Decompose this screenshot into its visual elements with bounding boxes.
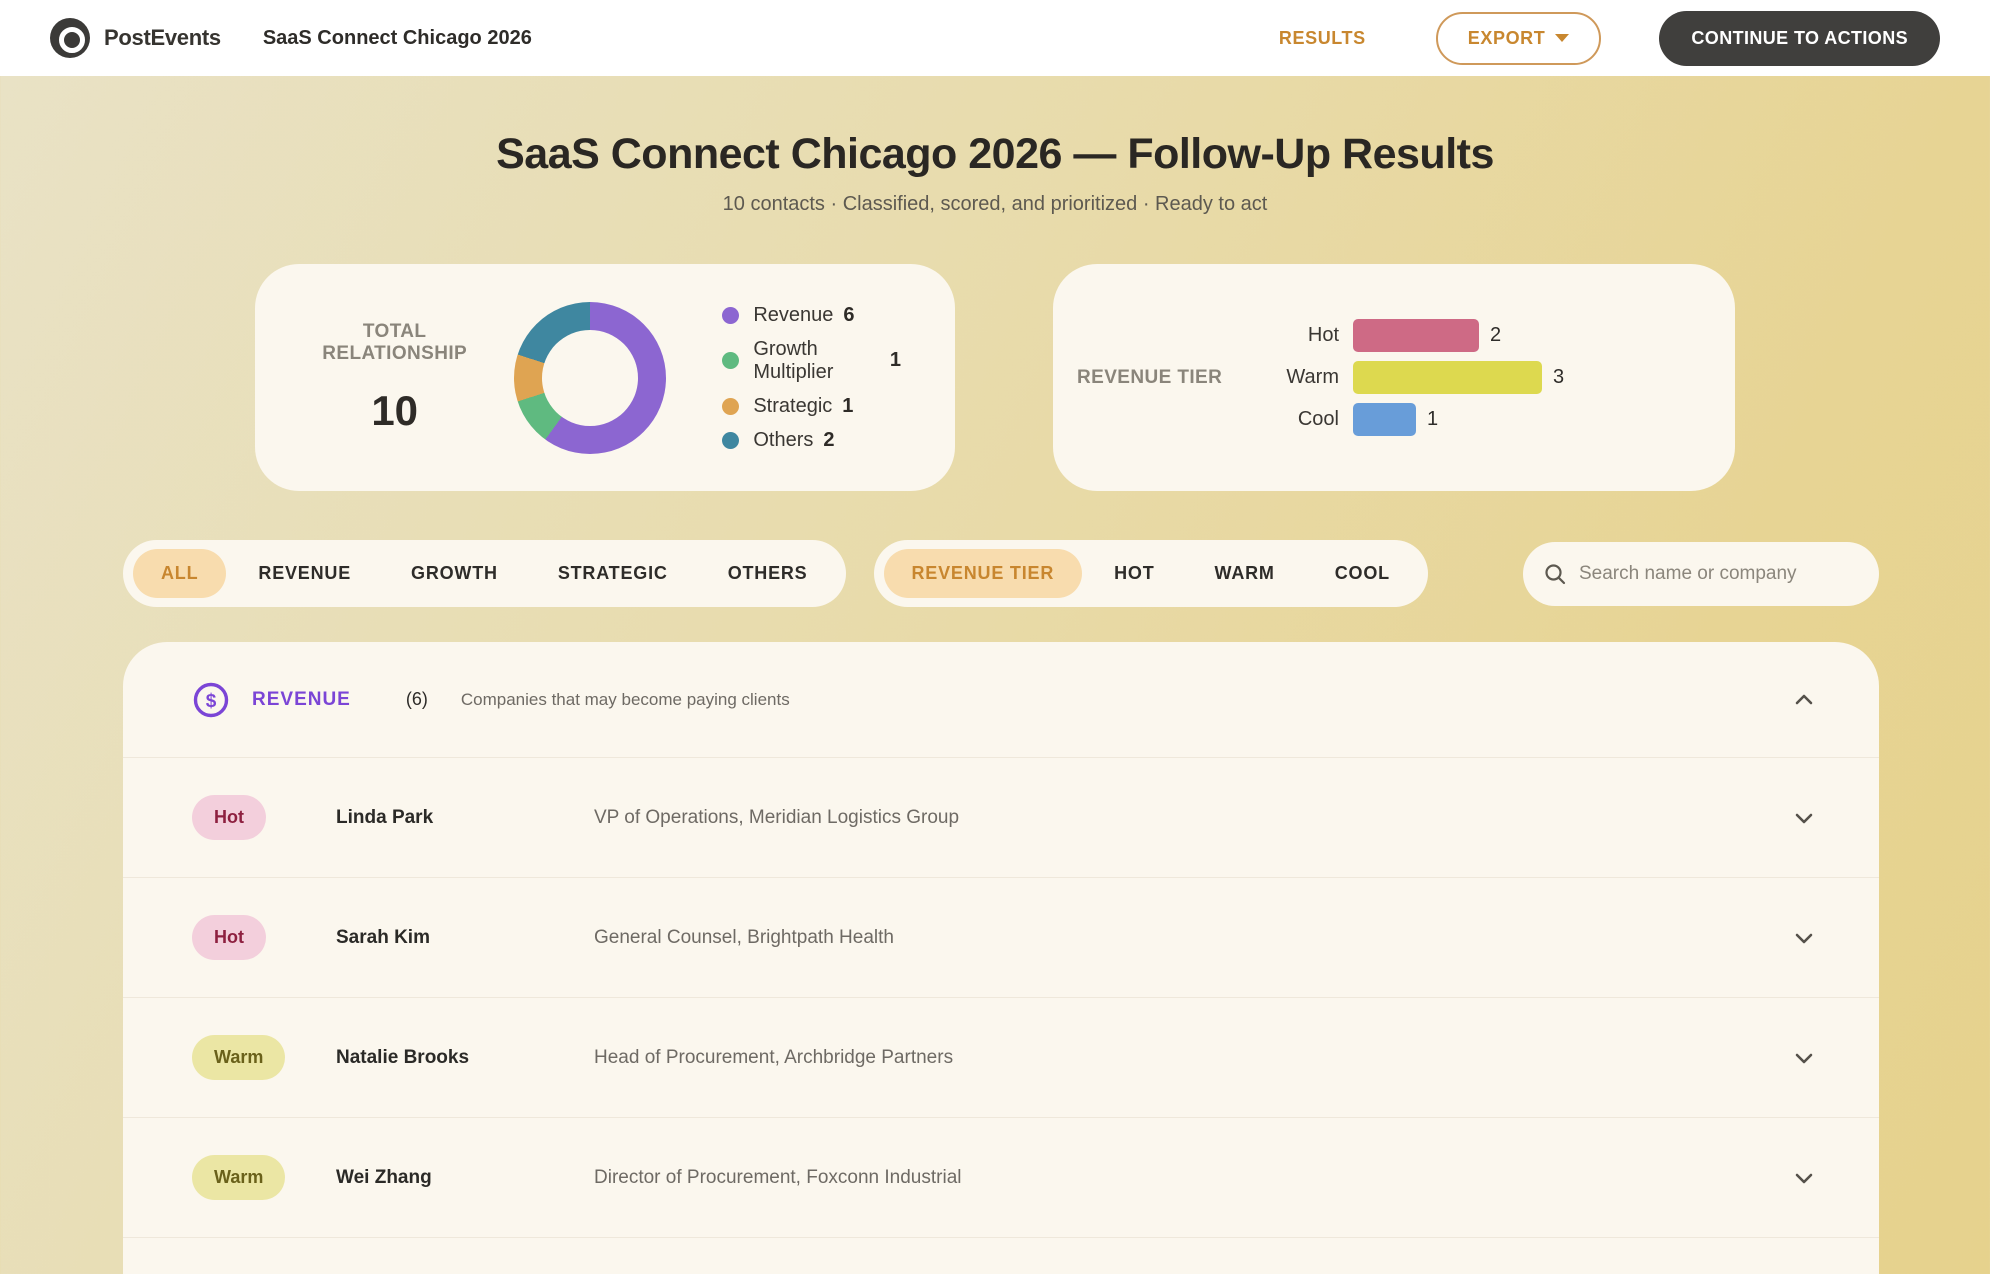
- legend-item: Growth Multiplier 1: [722, 338, 901, 384]
- bar-value: 2: [1490, 324, 1502, 346]
- revenue-section-header[interactable]: $ REVENUE (6) Companies that may become …: [123, 642, 1879, 757]
- contact-name: Natalie Brooks: [336, 1046, 470, 1068]
- total-relationship-value: 10: [371, 386, 419, 434]
- total-relationship-label: TOTAL RELATIONSHIP: [322, 320, 468, 364]
- filter-tab-cool[interactable]: COOL: [1307, 549, 1418, 598]
- total-relationship-card: TOTAL RELATIONSHIP 10 Revenue 6 Growth Mul…: [255, 264, 955, 491]
- revenue-tier-bar-chart: Hot 2 Warm 3 Cool 1: [1277, 319, 1564, 436]
- contact-role: General Counsel, Brightpath Health: [594, 926, 894, 948]
- contacts-list-card: $ REVENUE (6) Companies that may become …: [123, 642, 1879, 1274]
- tier-filter-group: REVENUE TIER HOT WARM COOL: [873, 540, 1428, 607]
- legend-dot: [722, 352, 740, 369]
- contact-rows: Hot Linda Park VP of Operations, Meridian …: [123, 757, 1879, 1274]
- section-label: REVENUE: [252, 688, 351, 710]
- legend-value: 6: [843, 303, 855, 326]
- legend-value: 1: [842, 394, 854, 417]
- filter-tab-hot[interactable]: HOT: [1086, 549, 1182, 598]
- revenue-tier-chart-title: REVENUE TIER: [1077, 366, 1223, 388]
- legend-item: Revenue 6: [722, 304, 901, 327]
- section-description: Companies that may become paying clients: [460, 689, 790, 709]
- legend-item: Strategic 1: [722, 395, 901, 418]
- contact-row[interactable]: Warm Natalie Brooks Head of Procurement, A…: [123, 997, 1879, 1117]
- contact-name: Wei Zhang: [336, 1166, 432, 1188]
- hero: SaaS Connect Chicago 2026 — Follow-Up Re…: [0, 130, 1990, 216]
- bar-label: Hot: [1307, 324, 1339, 346]
- expand-row-icon[interactable]: [1791, 1045, 1817, 1071]
- filter-tab-growth[interactable]: GROWTH: [383, 549, 526, 598]
- section-count: (6): [405, 689, 428, 709]
- tier-badge: Warm: [192, 1035, 286, 1080]
- contact-row[interactable]: Hot Linda Park VP of Operations, Meridian …: [123, 757, 1879, 877]
- bar-fill: [1353, 403, 1416, 436]
- filter-tab-all[interactable]: ALL: [133, 549, 227, 598]
- top-bar: PostEvents SaaS Connect Chicago 2026 RES…: [0, 0, 1990, 76]
- expand-row-icon[interactable]: [1791, 925, 1817, 951]
- export-button-label: EXPORT: [1467, 27, 1546, 48]
- legend-value: 1: [889, 349, 901, 371]
- results-link[interactable]: RESULTS: [1278, 27, 1366, 48]
- bar-label: Warm: [1286, 366, 1339, 388]
- filters-row: ALL REVENUE GROWTH STRATEGIC OTHERS REVENUE …: [123, 540, 1879, 607]
- contact-name: Linda Park: [336, 806, 434, 828]
- legend-label: Others: [753, 428, 814, 451]
- legend-label: Strategic: [753, 394, 833, 417]
- bar-row: Hot 2: [1277, 319, 1564, 352]
- filter-tab-warm[interactable]: WARM: [1187, 549, 1303, 598]
- legend-dot: [722, 431, 740, 449]
- revenue-tier-card: REVENUE TIER Hot 2 Warm 3 Cool 1: [1053, 264, 1735, 491]
- dollar-circle-icon: $: [193, 682, 229, 717]
- filter-tab-revenue-tier[interactable]: REVENUE TIER: [883, 549, 1083, 598]
- bar-row: Cool 1: [1277, 403, 1564, 436]
- filter-tab-strategic[interactable]: STRATEGIC: [530, 549, 696, 598]
- filter-tab-others[interactable]: OTHERS: [700, 549, 836, 598]
- summary-cards: TOTAL RELATIONSHIP 10 Revenue 6 Growth Mul…: [0, 264, 1990, 491]
- bar-fill: [1353, 319, 1479, 352]
- collapse-section-icon[interactable]: [1791, 687, 1817, 713]
- bar-row: Warm 3: [1277, 361, 1564, 394]
- bar-label: Cool: [1297, 408, 1339, 430]
- search-icon: [1545, 563, 1566, 584]
- category-filter-group: ALL REVENUE GROWTH STRATEGIC OTHERS: [123, 540, 846, 607]
- event-title: SaaS Connect Chicago 2026: [262, 26, 532, 49]
- contact-role: Director of Procurement, Foxconn Industr…: [594, 1166, 962, 1188]
- search-box[interactable]: [1523, 541, 1879, 606]
- contact-role: VP of Operations, Meridian Logistics Gro…: [594, 806, 960, 828]
- bar-value: 3: [1553, 366, 1565, 388]
- brand-logo-icon: [50, 18, 90, 58]
- contact-role: Head of Procurement, Archbridge Partners: [594, 1046, 954, 1068]
- legend-label: Revenue: [753, 303, 834, 326]
- contact-row[interactable]: Hot Sarah Kim General Counsel, Brightpath …: [123, 877, 1879, 997]
- donut-legend: Revenue 6 Growth Multiplier 1 Strategic 1 Othe…: [722, 304, 901, 452]
- tier-badge: Warm: [192, 1155, 286, 1200]
- legend-label: Growth Multiplier: [753, 337, 834, 383]
- legend-dot: [722, 397, 740, 415]
- expand-row-icon[interactable]: [1791, 805, 1817, 831]
- contact-row[interactable]: WarmElena VasquezVP of Legal Operations,…: [123, 1237, 1879, 1274]
- legend-item: Others 2: [722, 429, 901, 452]
- filter-tab-revenue[interactable]: REVENUE: [230, 549, 379, 598]
- chevron-down-icon: [1555, 34, 1570, 42]
- contact-row[interactable]: Warm Wei Zhang Director of Procurement, Fo…: [123, 1117, 1879, 1237]
- tier-badge: Hot: [192, 795, 266, 840]
- search-input[interactable]: [1579, 562, 1859, 585]
- page-subtitle: 10 contacts · Classified, scored, and pr…: [722, 193, 1268, 215]
- export-button[interactable]: EXPORT: [1435, 11, 1602, 65]
- bar-fill: [1353, 361, 1542, 394]
- continue-to-actions-button[interactable]: CONTINUE TO ACTIONS: [1659, 10, 1940, 66]
- brand-name: PostEvents: [104, 25, 221, 50]
- contact-name: Sarah Kim: [336, 926, 430, 948]
- svg-text:$: $: [206, 691, 217, 712]
- expand-row-icon[interactable]: [1791, 1165, 1817, 1191]
- legend-dot: [722, 306, 740, 324]
- tier-badge: Hot: [192, 915, 266, 960]
- page-title: SaaS Connect Chicago 2026 — Follow-Up Re…: [496, 130, 1494, 178]
- relationship-donut-chart: [514, 301, 667, 454]
- legend-value: 2: [823, 428, 835, 451]
- bar-value: 1: [1427, 408, 1439, 430]
